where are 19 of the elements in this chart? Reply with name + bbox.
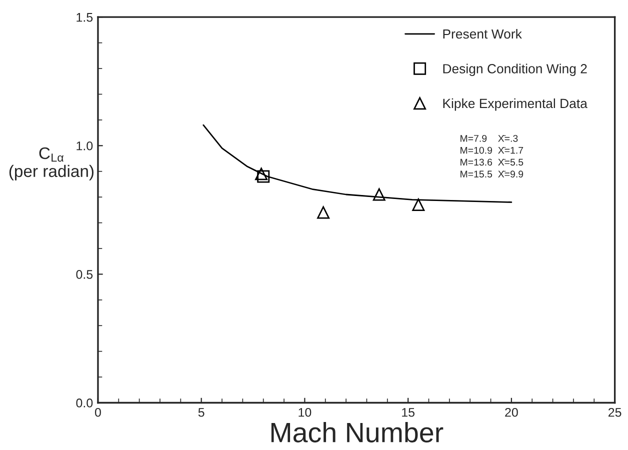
point (317, 206, 330, 219)
x-axis-title: Mach Number (271, 422, 444, 442)
annotation: M=7.9 X̄=.3 M=10.9 X̄=1.7 M=13.6 X̄=5.5 M=15.5 X̄=9.9 (460, 134, 524, 178)
x-tick-label: 10 (298, 408, 312, 417)
legend-label: Design Condition Wing 2 (443, 64, 587, 76)
point (255, 168, 268, 180)
legend-label: Kipke Experimental Data (443, 98, 588, 111)
x-tick-label: 0 (94, 408, 101, 417)
x-tick-label: 15 (402, 408, 415, 417)
y-tick-label: 1.5 (76, 13, 93, 22)
y-tick-label: 0.0 (76, 398, 93, 408)
y-tick-label: 0.5 (76, 270, 93, 279)
legend-label: Present Work (443, 28, 522, 39)
point (257, 170, 270, 183)
x-tick-label: 25 (608, 408, 622, 417)
x-tick-label: 20 (505, 408, 518, 417)
point (412, 198, 425, 212)
x-tick-label: 5 (198, 408, 204, 417)
point (372, 188, 386, 201)
